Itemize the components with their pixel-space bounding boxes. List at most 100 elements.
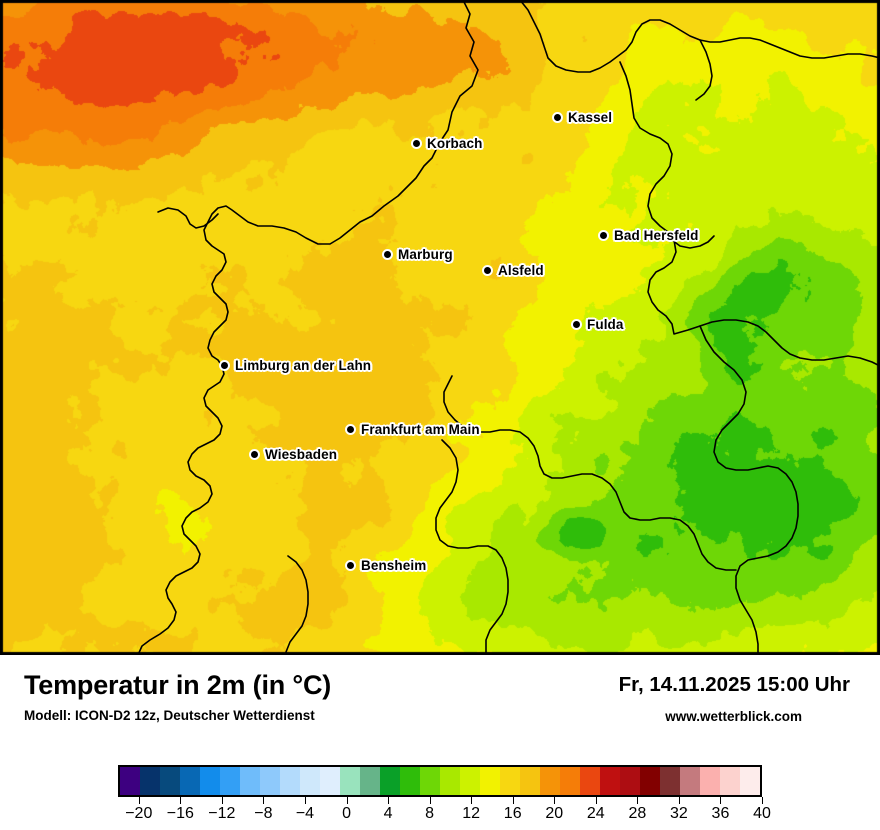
colorbar-swatch bbox=[120, 767, 140, 795]
colorbar-swatch bbox=[240, 767, 260, 795]
city-label: Marburg bbox=[398, 247, 453, 262]
colorbar-swatch bbox=[200, 767, 220, 795]
temperature-map[interactable]: Kassel Korbach Bad Hersfeld Marburg Alsfeld F… bbox=[0, 0, 880, 655]
colorbar-tick bbox=[429, 797, 431, 804]
city-label: Alsfeld bbox=[498, 263, 544, 278]
city-dot-icon bbox=[571, 319, 582, 331]
colorbar-tick bbox=[263, 797, 265, 804]
city-label: Wiesbaden bbox=[265, 447, 338, 462]
colorbar-swatch bbox=[600, 767, 620, 795]
colorbar-ticks bbox=[118, 797, 763, 804]
city-dot-icon bbox=[411, 138, 422, 150]
colorbar-swatch bbox=[700, 767, 720, 795]
colorbar-swatch bbox=[720, 767, 740, 795]
city-label: Frankfurt am Main bbox=[361, 422, 480, 437]
colorbar-tick-label: −20 bbox=[125, 805, 153, 822]
city-marker[interactable]: Marburg bbox=[382, 248, 453, 262]
colorbar-tick bbox=[595, 797, 597, 804]
colorbar-tick bbox=[180, 797, 182, 804]
temperature-colorbar-legend: −20 −16 −12 −8 −4 0 4 8 12 16 20 24 28 32 36 40 bbox=[0, 755, 880, 830]
city-marker[interactable]: Fulda bbox=[571, 318, 624, 332]
city-marker[interactable]: Frankfurt am Main bbox=[345, 423, 480, 437]
city-label: Bad Hersfeld bbox=[614, 228, 699, 243]
colorbar-swatch bbox=[320, 767, 340, 795]
colorbar-tick bbox=[678, 797, 680, 804]
city-dot-icon bbox=[552, 112, 563, 124]
colorbar-swatch bbox=[460, 767, 480, 795]
caption-bar: Temperatur in 2m (in °C) Modell: ICON-D2… bbox=[0, 655, 880, 755]
colorbar-tick-label: 24 bbox=[586, 805, 605, 822]
city-dot-icon bbox=[249, 449, 260, 461]
city-label: Korbach bbox=[427, 136, 483, 151]
colorbar-swatch bbox=[660, 767, 680, 795]
colorbar-tick-label: −4 bbox=[295, 805, 315, 822]
colorbar-tick-label: −16 bbox=[166, 805, 194, 822]
colorbar-swatch bbox=[620, 767, 640, 795]
colorbar-tick bbox=[388, 797, 390, 804]
city-dot-icon bbox=[382, 249, 393, 261]
city-label: Limburg an der Lahn bbox=[235, 358, 372, 373]
colorbar-swatch bbox=[260, 767, 280, 795]
colorbar-tick bbox=[471, 797, 473, 804]
colorbar-swatch bbox=[280, 767, 300, 795]
colorbar-swatch bbox=[520, 767, 540, 795]
colorbar-swatch bbox=[420, 767, 440, 795]
valid-datetime: Fr, 14.11.2025 15:00 Uhr bbox=[618, 673, 850, 696]
colorbar-tick bbox=[138, 797, 140, 804]
colorbar-tick-label: 12 bbox=[462, 805, 481, 822]
city-marker[interactable]: Alsfeld bbox=[482, 264, 544, 278]
colorbar-tick-label: 36 bbox=[711, 805, 730, 822]
city-marker[interactable]: Bensheim bbox=[345, 559, 426, 573]
colorbar-tick bbox=[762, 797, 763, 804]
colorbar-tick-label: 40 bbox=[753, 805, 771, 822]
colorbar-tick-label: 20 bbox=[545, 805, 564, 822]
city-marker[interactable]: Wiesbaden bbox=[249, 448, 337, 462]
city-marker[interactable]: Kassel bbox=[552, 111, 612, 125]
colorbar-tick-label: 32 bbox=[669, 805, 688, 822]
colorbar-swatch bbox=[480, 767, 500, 795]
colorbar-tick-label: −8 bbox=[254, 805, 273, 822]
colorbar-swatch bbox=[400, 767, 420, 795]
colorbar-tick bbox=[637, 797, 639, 804]
model-subtitle: Modell: ICON-D2 12z, Deutscher Wetterdie… bbox=[24, 708, 315, 723]
colorbar-tick bbox=[304, 797, 306, 804]
colorbar-tick-label: 8 bbox=[425, 805, 435, 822]
city-dot-icon bbox=[598, 230, 609, 242]
city-label: Fulda bbox=[587, 317, 624, 332]
colorbar-swatch bbox=[300, 767, 320, 795]
city-marker[interactable]: Bad Hersfeld bbox=[598, 229, 698, 243]
colorbar-tick bbox=[720, 797, 722, 804]
colorbar-swatch bbox=[220, 767, 240, 795]
city-dot-icon bbox=[345, 560, 356, 572]
colorbar-tick-label: −12 bbox=[208, 805, 236, 822]
colorbar-gradient bbox=[118, 765, 762, 797]
colorbar-swatch bbox=[340, 767, 360, 795]
page-title: Temperatur in 2m (in °C) bbox=[24, 670, 332, 700]
colorbar-swatch bbox=[360, 767, 380, 795]
city-marker[interactable]: Korbach bbox=[411, 137, 482, 151]
colorbar-tick bbox=[346, 797, 348, 804]
colorbar-swatch bbox=[140, 767, 160, 795]
colorbar-tick-labels: −20 −16 −12 −8 −4 0 4 8 12 16 20 24 28 32 36 40 bbox=[118, 804, 771, 828]
website-label: www.wetterblick.com bbox=[665, 709, 802, 724]
city-label: Kassel bbox=[568, 110, 613, 125]
colorbar-tick bbox=[221, 797, 223, 804]
city-label: Bensheim bbox=[361, 558, 427, 573]
colorbar-tick bbox=[512, 797, 514, 804]
colorbar-swatch bbox=[540, 767, 560, 795]
colorbar-tick-label: 16 bbox=[503, 805, 522, 822]
colorbar-swatch bbox=[640, 767, 660, 795]
colorbar-tick bbox=[554, 797, 556, 804]
colorbar-swatch bbox=[380, 767, 400, 795]
colorbar-swatch bbox=[440, 767, 460, 795]
colorbar-swatch bbox=[580, 767, 600, 795]
city-marker[interactable]: Limburg an der Lahn bbox=[219, 359, 371, 373]
colorbar-swatch bbox=[160, 767, 180, 795]
colorbar-tick-label: 0 bbox=[342, 805, 351, 822]
colorbar-swatch bbox=[500, 767, 520, 795]
city-dot-icon bbox=[345, 424, 356, 436]
administrative-borders bbox=[137, 0, 880, 655]
temperature-field-canvas bbox=[0, 0, 880, 655]
colorbar-swatch bbox=[680, 767, 700, 795]
